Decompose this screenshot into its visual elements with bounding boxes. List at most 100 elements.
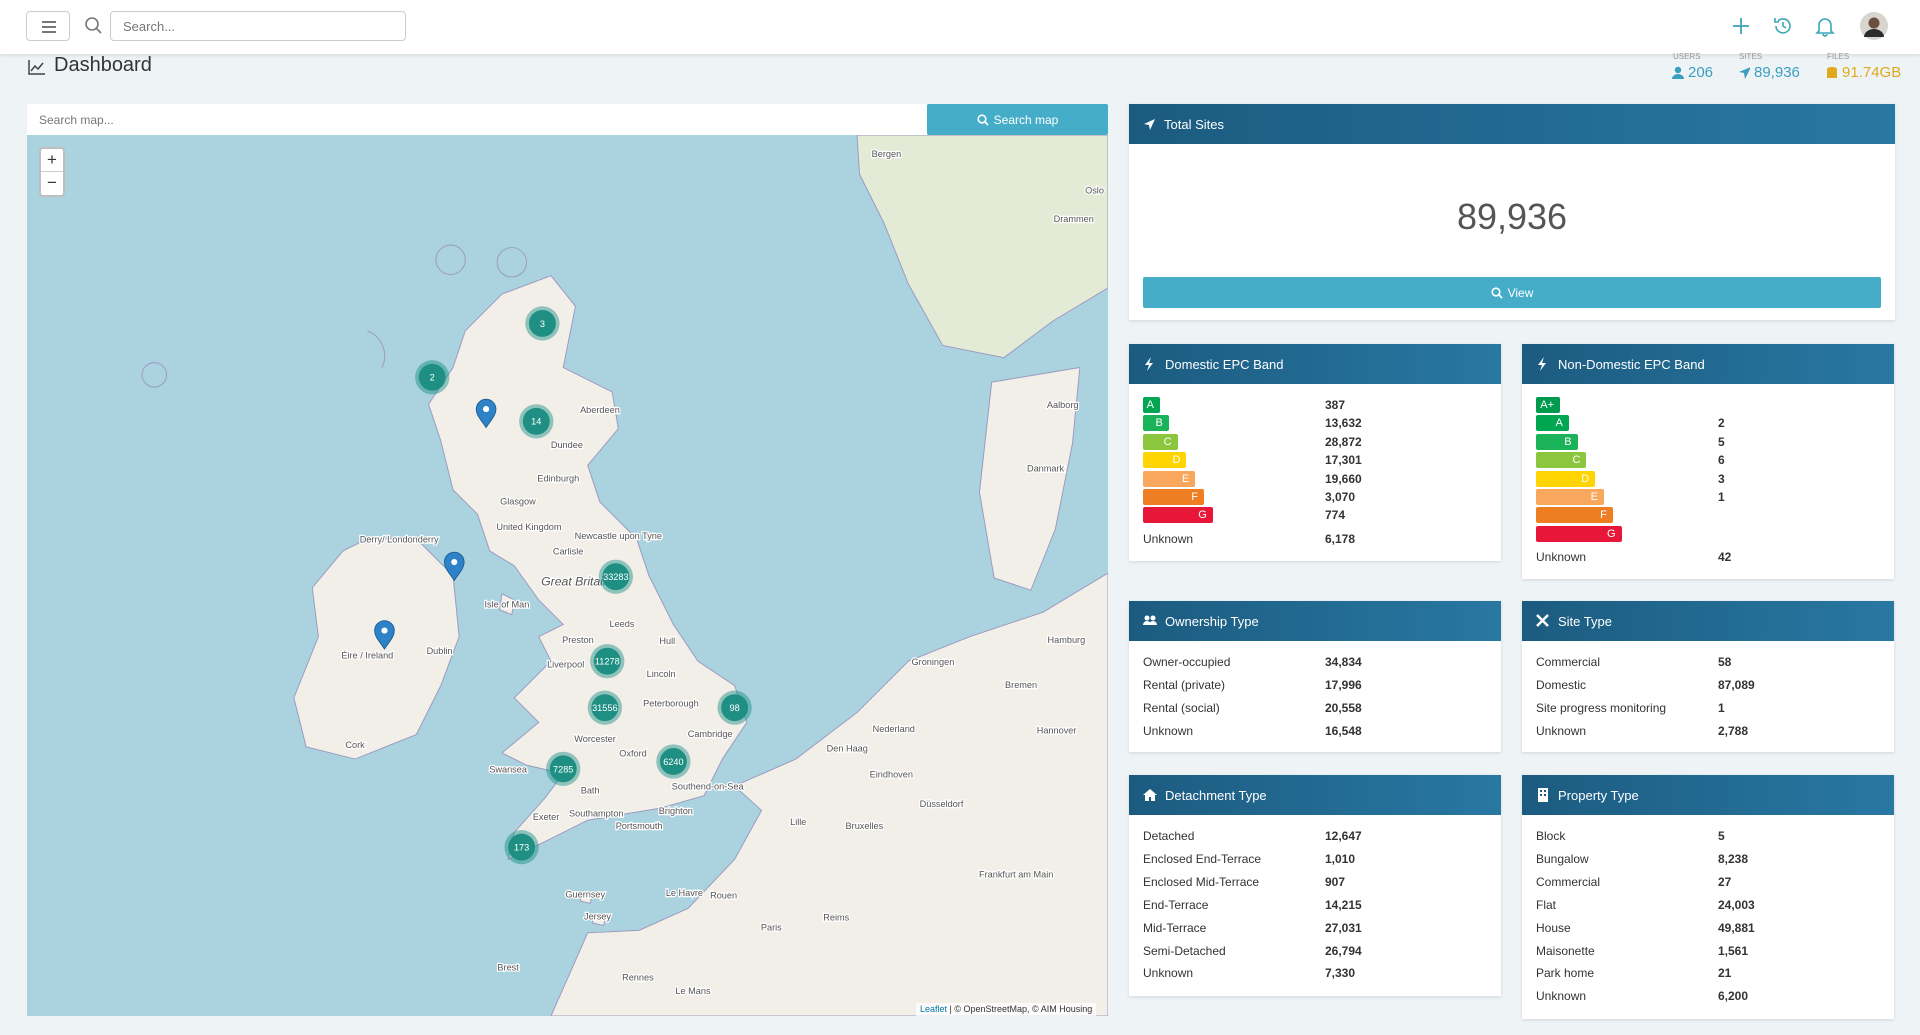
place-label: Paris <box>761 922 782 932</box>
place-label: Exeter <box>533 812 559 822</box>
history-button[interactable] <box>1772 15 1794 37</box>
total-sites-panel: Total Sites 89,936 View <box>1129 104 1895 320</box>
place-label: Le Havre <box>666 888 703 898</box>
notifications-button[interactable] <box>1814 15 1836 37</box>
cluster-count: 11278 <box>595 657 620 667</box>
map-pin[interactable] <box>475 398 497 429</box>
row-label: Enclosed Mid-Terrace <box>1143 874 1260 889</box>
cluster[interactable]: 31556 <box>587 690 622 725</box>
epc-band: A+ <box>1536 397 1560 413</box>
epc-band: F <box>1536 507 1613 524</box>
epc-band: G <box>1536 525 1622 542</box>
cluster-count: 2 <box>430 373 435 383</box>
row-value: 907 <box>1325 874 1346 889</box>
epc-value: 19,660 <box>1325 471 1362 486</box>
map[interactable]: Bergen Oslo Drammen Aberdeen Dundee Edinburgh… <box>27 135 1108 1016</box>
cluster[interactable]: 14 <box>519 404 554 439</box>
stat-number: 206 <box>1688 64 1714 81</box>
cluster[interactable]: 2 <box>415 360 450 395</box>
cluster[interactable]: 33283 <box>598 559 633 594</box>
place-label: Groningen <box>912 657 955 667</box>
place-label: Rennes <box>622 973 654 983</box>
ownership-type-panel: Ownership Type Owner-occupied 34,834 Rental… <box>1129 601 1501 752</box>
epc-band: D <box>1143 452 1187 469</box>
search-icon <box>977 113 989 126</box>
row-value: 17,996 <box>1325 677 1362 692</box>
row-label: House <box>1536 920 1571 935</box>
cluster[interactable]: 6240 <box>656 744 691 779</box>
row-label: Rental (private) <box>1143 677 1226 692</box>
cluster-count: 173 <box>514 843 529 853</box>
place-label: Oxford <box>619 749 646 759</box>
row-label: Commercial <box>1536 655 1601 669</box>
row-label: Maisonette <box>1536 943 1595 958</box>
map-pin[interactable] <box>443 551 465 582</box>
search-input[interactable]: Search... <box>110 11 406 41</box>
place-label: Aberdeen <box>580 405 620 415</box>
zoom-in[interactable]: + <box>41 149 63 172</box>
icon <box>1538 357 1546 371</box>
stat: USERS 206 <box>1672 52 1713 81</box>
place-label: Brest <box>497 963 519 973</box>
markers: 3 2 14 33283 11278 31556 98 7285 6240 173 <box>374 306 752 865</box>
zoom-out[interactable]: − <box>47 173 57 192</box>
place-label: Danmark <box>1027 463 1065 473</box>
stat: SITES 89,936 <box>1738 52 1800 81</box>
panel-title: Detachment Type <box>1165 787 1267 803</box>
stat-label: FILES <box>1827 52 1850 61</box>
cluster-count: 6240 <box>663 757 683 767</box>
pin-dot <box>451 558 458 566</box>
stat-number: 89,936 <box>1754 64 1800 81</box>
place-label: Hannover <box>1037 725 1077 735</box>
epc-value: 5 <box>1718 434 1725 449</box>
add-button[interactable] <box>1730 15 1752 37</box>
stat-icon <box>1827 66 1837 78</box>
property-type-panel: Property Type Block 5 Bungalow 8,238 Commerci… <box>1522 775 1894 1019</box>
search-map-button[interactable]: Search map <box>927 104 1108 135</box>
cluster[interactable]: 11278 <box>590 644 625 679</box>
cluster[interactable]: 98 <box>717 690 752 725</box>
row-value: 34,834 <box>1325 655 1362 669</box>
view-button[interactable]: View <box>1143 277 1881 308</box>
row-value: 14,215 <box>1325 897 1362 912</box>
cluster-count: 33283 <box>603 572 628 582</box>
place-labels: Bergen Oslo Drammen Aberdeen Dundee Edinburgh… <box>340 148 1105 997</box>
epc-band: E <box>1143 470 1196 487</box>
menu-button[interactable] <box>26 11 70 41</box>
icon <box>1538 788 1548 802</box>
row-label: Mid-Terrace <box>1143 920 1207 935</box>
map-pin[interactable] <box>374 620 395 650</box>
cluster[interactable]: 3 <box>525 306 560 341</box>
search-icon <box>85 17 102 34</box>
epc-band: C <box>1143 433 1178 450</box>
place-label: Guernsey <box>565 889 605 899</box>
cluster[interactable]: 7285 <box>546 751 581 786</box>
row-value: 6,200 <box>1718 989 1749 1004</box>
stat-label: USERS <box>1673 52 1701 61</box>
place-label: Frankfurt am Main <box>979 870 1053 880</box>
detachment-type-panel: Detachment Type Detached 12,647 Enclosed En… <box>1129 775 1501 996</box>
map-search-input[interactable]: Search map... <box>27 104 927 135</box>
cluster[interactable]: 173 <box>504 830 539 865</box>
unknown-label: Unknown <box>1143 531 1194 546</box>
place-label: Aalborg <box>1047 400 1079 410</box>
place-label: Cork <box>345 740 365 750</box>
row-label: Unknown <box>1143 966 1194 981</box>
row-value: 21 <box>1718 966 1732 981</box>
place-label: Rouen <box>710 891 737 901</box>
user-avatar[interactable] <box>1860 12 1888 40</box>
epc-value: 13,632 <box>1325 416 1362 431</box>
stat: FILES 91.74GB <box>1826 52 1901 81</box>
row-value: 58 <box>1718 655 1732 669</box>
icon <box>1144 118 1155 130</box>
place-label: Liverpool <box>547 659 584 669</box>
place-label: Southampton <box>569 809 623 819</box>
cluster-core <box>418 363 446 391</box>
leaflet-link[interactable]: Leaflet <box>920 1004 948 1014</box>
epc-band: A <box>1143 397 1160 413</box>
row-value: 27,031 <box>1325 920 1362 935</box>
cluster-count: 31556 <box>592 703 617 713</box>
place-label: Bath <box>581 785 600 795</box>
row-label: Unknown <box>1536 989 1587 1004</box>
place-label: Isle of Man <box>484 599 529 609</box>
